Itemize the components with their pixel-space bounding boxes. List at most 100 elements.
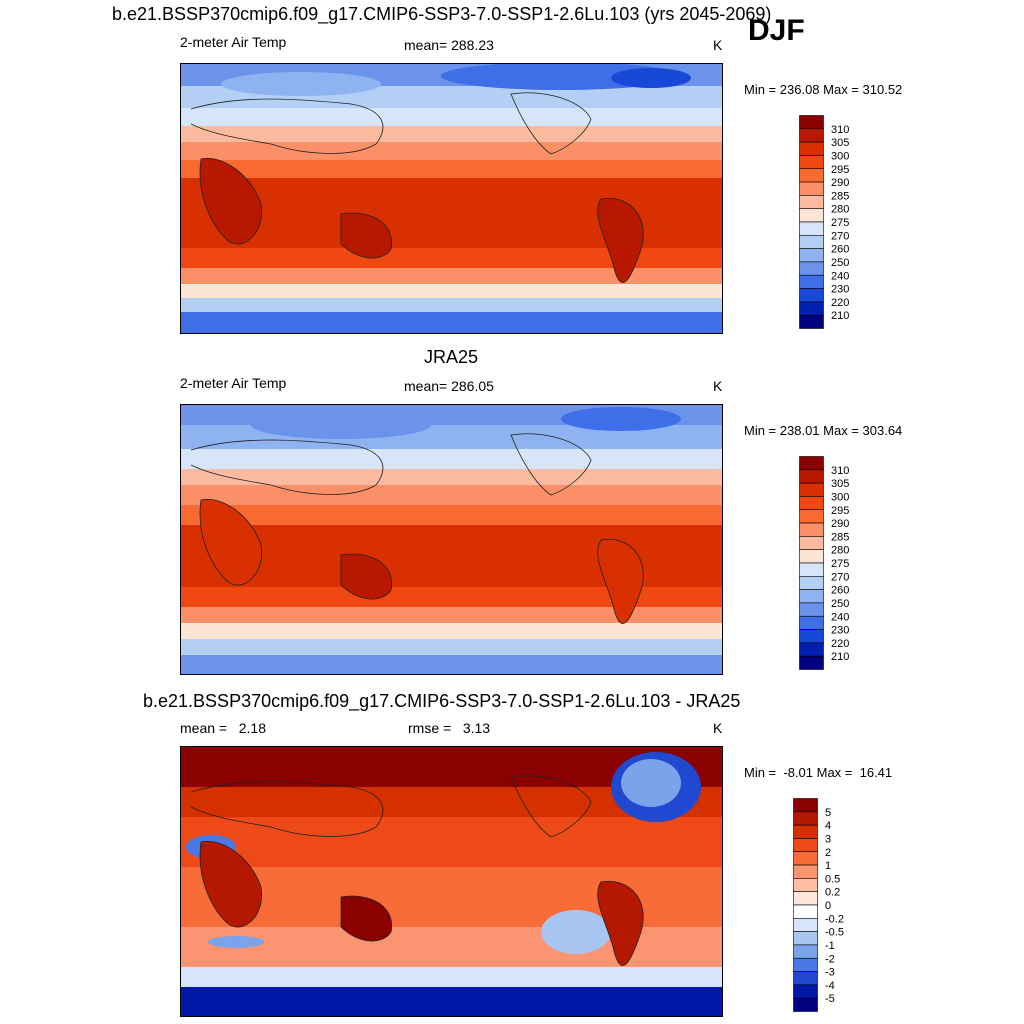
colorbar-tick-label: 285 — [831, 190, 849, 202]
panel3-map — [180, 746, 723, 1017]
colorbar-swatch — [793, 971, 818, 986]
colorbar-swatch — [799, 456, 824, 471]
colorbar-tick-label: 3 — [825, 833, 831, 845]
colorbar-tick-label: 295 — [831, 164, 849, 176]
colorbar-swatch — [799, 115, 824, 130]
panel2-mean: mean= 286.05 — [404, 378, 494, 394]
panel2-title: JRA25 — [424, 347, 479, 367]
colorbar-swatch — [793, 798, 818, 813]
colorbar-swatch — [793, 891, 818, 906]
colorbar-swatch — [793, 811, 818, 826]
colorbar-swatch — [793, 984, 818, 999]
colorbar-swatch — [793, 904, 818, 919]
colorbar-swatch — [793, 838, 818, 853]
colorbar-tick-label: -2 — [825, 953, 835, 965]
colorbar-swatch — [799, 549, 824, 564]
colorbar-tick-label: 300 — [831, 150, 849, 162]
colorbar-tick-label: -3 — [825, 967, 835, 979]
colorbar-tick-label: 275 — [831, 217, 849, 229]
colorbar-tick-label: 305 — [831, 478, 849, 490]
panel1-map — [180, 63, 723, 334]
colorbar-tick-label: 310 — [831, 124, 849, 136]
panel1-minmax: Min = 236.08 Max = 310.52 — [744, 82, 903, 97]
panel2-colorbar: 3103053002952902852802752702602502402302… — [799, 456, 849, 670]
colorbar-swatch — [793, 944, 818, 959]
panel3-minmax: Min = -8.01 Max = 16.41 — [744, 765, 893, 780]
colorbar-tick-label: 230 — [831, 284, 849, 296]
colorbar-swatch — [799, 168, 824, 183]
colorbar-swatch — [799, 248, 824, 263]
season-label: DJF — [748, 14, 805, 47]
colorbar-tick-label: 0 — [825, 900, 831, 912]
colorbar-tick-label: 270 — [831, 571, 849, 583]
panel3-rmse: rmse = 3.13 — [408, 720, 491, 736]
colorbar-tick-label: 260 — [831, 585, 849, 597]
colorbar-swatch — [799, 128, 824, 143]
colorbar-swatch — [799, 195, 824, 209]
colorbar-tick-label: 300 — [831, 491, 849, 503]
colorbar-swatch — [799, 155, 824, 170]
colorbar-swatch — [799, 221, 824, 236]
colorbar-tick-label: 285 — [831, 531, 849, 543]
colorbar-swatch — [793, 878, 818, 892]
colorbar-tick-label: 280 — [831, 545, 849, 557]
colorbar-tick-label: -4 — [825, 980, 835, 992]
colorbar-swatch — [799, 496, 824, 511]
colorbar-tick-label: 250 — [831, 257, 849, 269]
colorbar-swatch — [799, 235, 824, 249]
panel1-temperature-field — [181, 64, 722, 333]
colorbar-swatch — [799, 274, 824, 289]
colorbar-tick-label: 2 — [825, 847, 831, 859]
figure-title: b.e21.BSSP370cmip6.f09_g17.CMIP6-SSP3-7.… — [112, 4, 772, 24]
colorbar-tick-label: 310 — [831, 465, 849, 477]
colorbar-swatch — [799, 655, 824, 670]
colorbar-tick-label: 210 — [831, 310, 849, 322]
colorbar-tick-label: 305 — [831, 137, 849, 149]
colorbar-swatch — [793, 851, 818, 866]
colorbar-tick-label: 4 — [825, 820, 831, 832]
colorbar-swatch — [799, 141, 824, 156]
panel2-minmax: Min = 238.01 Max = 303.64 — [744, 423, 903, 438]
colorbar-swatch — [799, 509, 824, 524]
colorbar-tick-label: 0.2 — [825, 887, 840, 899]
colorbar-swatch — [799, 576, 824, 590]
panel3-colorbar: 543 210.5 0.20-0.2 -0.5-1-2 -3-4-5 — [793, 798, 844, 1012]
panel2-variable: 2-meter Air Temp — [180, 375, 287, 391]
colorbar-tick-label: 230 — [831, 625, 849, 637]
colorbar-swatch — [799, 522, 824, 537]
colorbar-tick-label: 240 — [831, 611, 849, 623]
colorbar-tick-label: 210 — [831, 651, 849, 663]
colorbar-swatch — [793, 997, 818, 1012]
colorbar-swatch — [799, 261, 824, 276]
colorbar-swatch — [799, 602, 824, 617]
colorbar-tick-label: 220 — [831, 638, 849, 650]
colorbar-swatch — [799, 629, 824, 644]
colorbar-tick-label: -5 — [825, 993, 835, 1005]
colorbar-swatch — [799, 208, 824, 223]
colorbar-swatch — [793, 931, 818, 946]
colorbar-tick-label: -1 — [825, 940, 835, 952]
colorbar-tick-label: -0.5 — [825, 927, 844, 939]
colorbar-tick-label: 295 — [831, 505, 849, 517]
colorbar-tick-label: 250 — [831, 598, 849, 610]
colorbar-swatch — [793, 824, 818, 839]
colorbar-tick-label: 5 — [825, 807, 831, 819]
colorbar-tick-label: 260 — [831, 244, 849, 256]
colorbar-tick-label: -0.2 — [825, 913, 844, 925]
colorbar-tick-label: 1 — [825, 860, 831, 872]
colorbar-tick-label: 220 — [831, 297, 849, 309]
colorbar-swatch — [799, 536, 824, 550]
colorbar-swatch — [799, 562, 824, 577]
colorbar-swatch — [799, 615, 824, 630]
panel1-units: K — [713, 37, 723, 53]
panel3-difference-field — [181, 747, 722, 1016]
colorbar-swatch — [799, 314, 824, 329]
colorbar-swatch — [799, 642, 824, 657]
panel1-variable: 2-meter Air Temp — [180, 34, 287, 50]
panel3-units: K — [713, 720, 723, 736]
panel1-mean: mean= 288.23 — [404, 37, 494, 53]
colorbar-swatch — [793, 957, 818, 972]
colorbar-swatch — [793, 918, 818, 932]
colorbar-tick-label: 290 — [831, 177, 849, 189]
colorbar-tick-label: 280 — [831, 204, 849, 216]
